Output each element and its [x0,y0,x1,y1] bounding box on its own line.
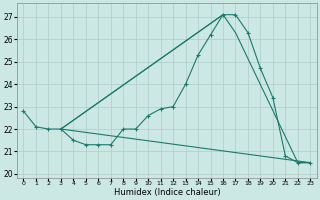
X-axis label: Humidex (Indice chaleur): Humidex (Indice chaleur) [114,188,220,197]
